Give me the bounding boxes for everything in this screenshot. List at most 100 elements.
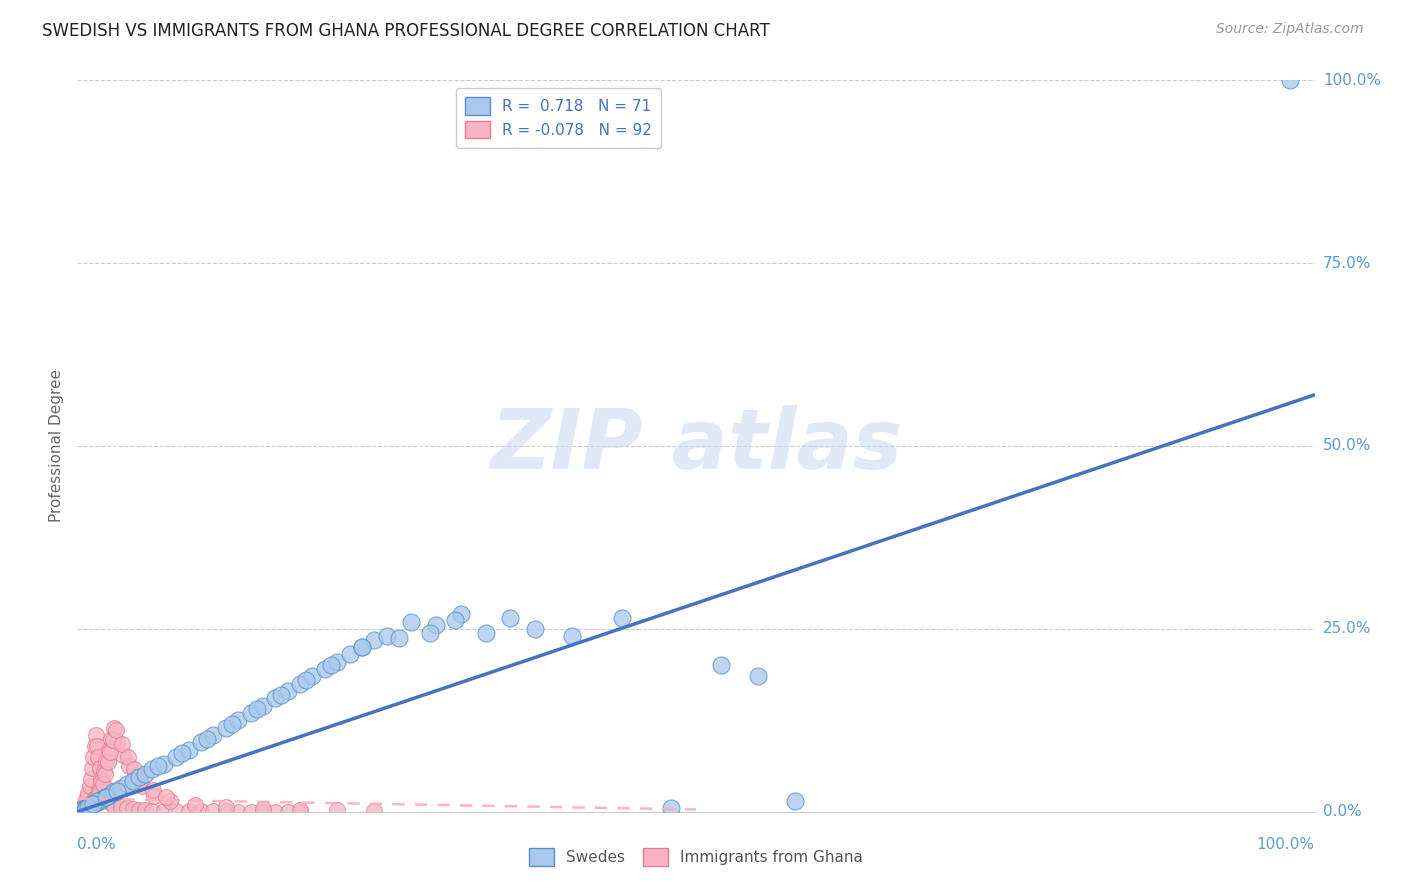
Point bbox=[98, 745, 121, 759]
Point bbox=[77, 787, 100, 801]
Point bbox=[77, 798, 100, 813]
Text: 50.0%: 50.0% bbox=[1323, 439, 1371, 453]
Point bbox=[111, 738, 134, 752]
Point bbox=[87, 789, 110, 803]
Point bbox=[288, 676, 311, 690]
Point bbox=[97, 789, 120, 803]
Point bbox=[270, 688, 292, 702]
Point bbox=[80, 772, 103, 786]
Point bbox=[141, 804, 163, 818]
Point bbox=[124, 770, 146, 784]
Point bbox=[82, 797, 104, 812]
Point bbox=[710, 658, 733, 673]
Text: ZIP atlas: ZIP atlas bbox=[489, 406, 903, 486]
Point bbox=[561, 629, 583, 643]
Point bbox=[115, 801, 138, 815]
Point bbox=[103, 721, 125, 735]
Point bbox=[226, 805, 249, 819]
Point bbox=[91, 782, 114, 797]
Point bbox=[226, 714, 249, 728]
Point bbox=[350, 640, 373, 655]
Point bbox=[87, 749, 110, 764]
Legend: Swedes, Immigrants from Ghana: Swedes, Immigrants from Ghana bbox=[522, 840, 870, 873]
Point bbox=[339, 648, 361, 662]
Point bbox=[97, 755, 120, 769]
Point bbox=[76, 790, 98, 805]
Point bbox=[82, 797, 104, 812]
Point bbox=[77, 800, 100, 814]
Point bbox=[70, 803, 93, 817]
Point bbox=[122, 762, 145, 776]
Point bbox=[319, 658, 342, 673]
Point bbox=[239, 706, 262, 720]
Point bbox=[128, 803, 150, 817]
Text: 0.0%: 0.0% bbox=[1323, 805, 1361, 819]
Point bbox=[75, 801, 97, 815]
Point bbox=[73, 797, 96, 812]
Point bbox=[82, 749, 104, 764]
Point bbox=[134, 803, 156, 817]
Point bbox=[70, 802, 93, 816]
Point bbox=[84, 796, 107, 810]
Point bbox=[184, 798, 207, 813]
Point bbox=[474, 625, 496, 640]
Point bbox=[122, 802, 145, 816]
Point bbox=[363, 804, 385, 818]
Point bbox=[79, 779, 101, 793]
Point bbox=[100, 731, 122, 746]
Point bbox=[783, 794, 806, 808]
Point bbox=[90, 775, 112, 789]
Point bbox=[72, 803, 94, 817]
Point bbox=[134, 766, 156, 780]
Point bbox=[195, 731, 218, 746]
Point bbox=[115, 777, 138, 791]
Point bbox=[89, 783, 111, 797]
Point bbox=[277, 684, 299, 698]
Point bbox=[76, 800, 98, 814]
Point bbox=[90, 772, 112, 786]
Text: 100.0%: 100.0% bbox=[1257, 837, 1315, 852]
Point bbox=[98, 794, 121, 808]
Point bbox=[131, 779, 153, 793]
Point bbox=[155, 790, 177, 805]
Point bbox=[67, 804, 90, 818]
Point bbox=[93, 787, 115, 801]
Point bbox=[97, 742, 120, 756]
Point bbox=[388, 631, 411, 645]
Point bbox=[80, 798, 103, 813]
Point bbox=[110, 781, 132, 796]
Point bbox=[142, 782, 165, 797]
Point bbox=[129, 774, 152, 789]
Point bbox=[443, 613, 465, 627]
Text: 25.0%: 25.0% bbox=[1323, 622, 1371, 636]
Point bbox=[747, 669, 769, 683]
Point bbox=[101, 733, 124, 747]
Point bbox=[91, 791, 114, 805]
Point bbox=[105, 735, 128, 749]
Point bbox=[295, 673, 318, 687]
Point bbox=[80, 797, 103, 811]
Point bbox=[221, 717, 243, 731]
Point bbox=[94, 790, 117, 805]
Point bbox=[72, 800, 94, 814]
Point bbox=[96, 754, 118, 768]
Point bbox=[87, 782, 110, 797]
Point bbox=[96, 790, 118, 805]
Point bbox=[177, 804, 200, 818]
Point bbox=[72, 803, 94, 817]
Point bbox=[83, 791, 105, 805]
Point bbox=[153, 757, 176, 772]
Point bbox=[89, 761, 111, 775]
Point bbox=[67, 804, 90, 818]
Point bbox=[82, 761, 104, 775]
Point bbox=[264, 691, 287, 706]
Point bbox=[76, 800, 98, 814]
Point bbox=[215, 800, 238, 814]
Text: 0.0%: 0.0% bbox=[77, 837, 117, 852]
Point bbox=[246, 702, 269, 716]
Point bbox=[70, 803, 93, 817]
Point bbox=[75, 802, 97, 816]
Point bbox=[252, 805, 274, 819]
Point bbox=[165, 749, 187, 764]
Point bbox=[93, 764, 115, 779]
